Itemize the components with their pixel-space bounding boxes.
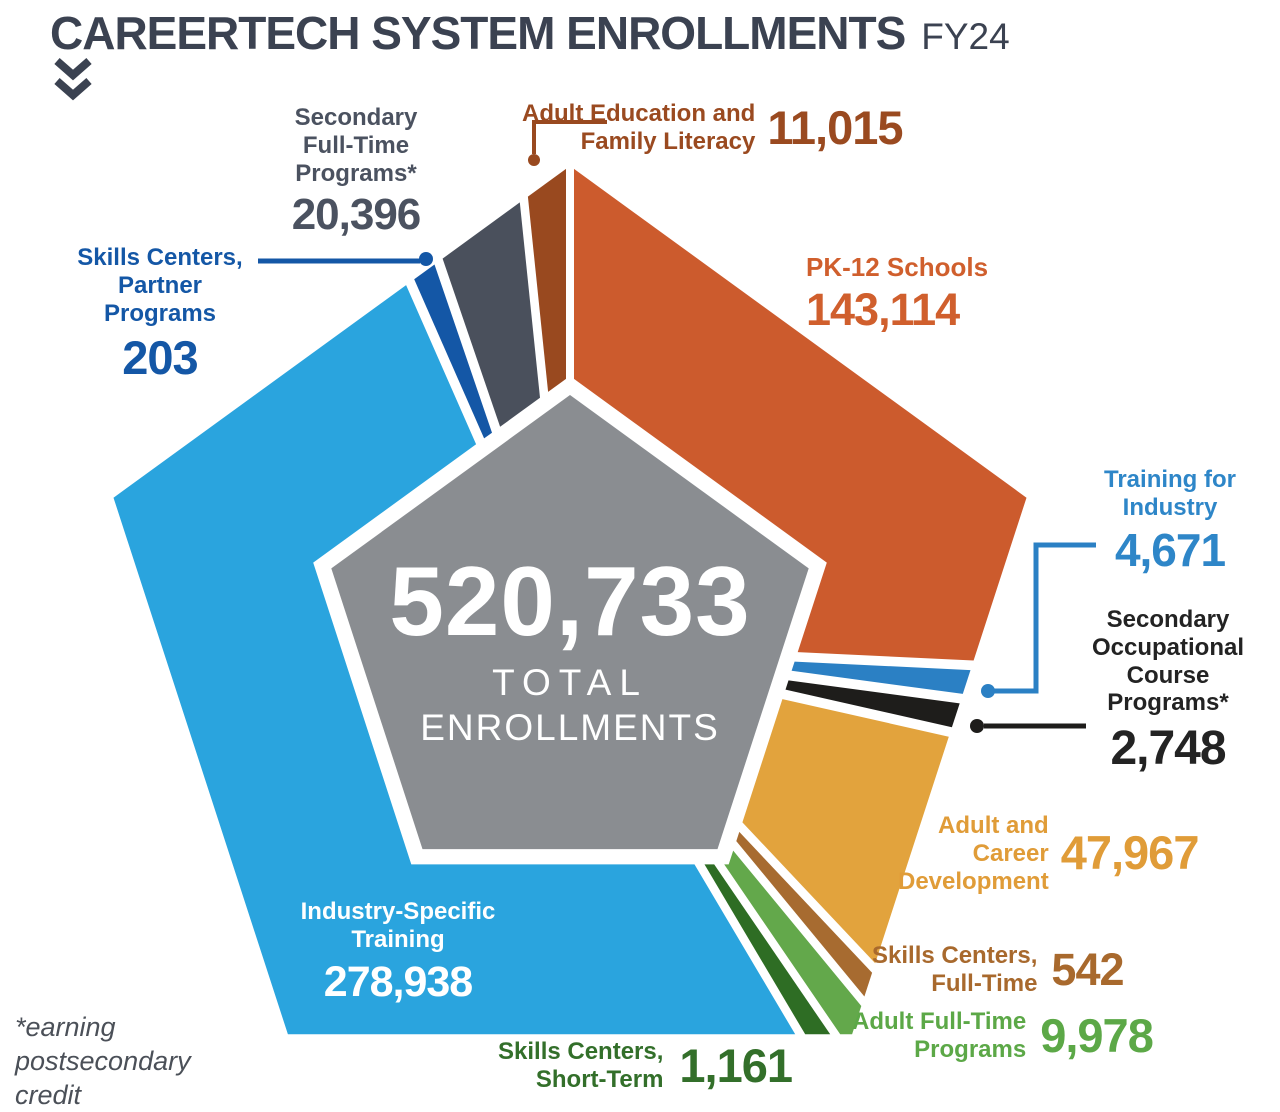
total-caption-line2: ENROLLMENTS (420, 707, 720, 748)
callout-label: Skills Centers, Partner Programs (77, 244, 243, 327)
callout-secondary-full-time-programs: Secondary Full-Time Programs* 20,396 (252, 104, 460, 241)
callout-label: Adult Full-Time Programs (852, 1008, 1027, 1063)
segment-scpp (414, 264, 492, 439)
total-enrollments-label: 520,733 TOTAL ENROLLMENTS (350, 552, 790, 749)
callout-training-for-industry: Training for Industry 4,671 (1055, 466, 1280, 577)
callout-label: Skills Centers, Full-Time (872, 942, 1038, 997)
total-value: 520,733 (389, 546, 751, 656)
segment-sftp (442, 202, 540, 427)
segment-acd (742, 699, 949, 964)
leader-line-aefl (532, 120, 607, 154)
leader-dot-scpp (419, 252, 433, 266)
segment-scst (704, 864, 831, 1035)
callout-value: 20,396 (291, 190, 422, 240)
callout-label: Industry-Specific Training (300, 898, 496, 953)
callout-value: 278,938 (323, 957, 473, 1006)
segment-aefl (527, 168, 566, 392)
footnote: *earning postsecondary credit (15, 1012, 191, 1111)
leader-dot-socp (970, 719, 984, 733)
callout-value: 143,114 (806, 284, 960, 336)
callout-value: 47,967 (1060, 826, 1200, 880)
callout-value: 2,748 (1110, 722, 1226, 776)
callout-label: Adult Education and Family Literacy (522, 100, 756, 155)
page-title: CAREERTECH SYSTEM ENROLLMENTS FY24 (50, 6, 1010, 60)
callout-value: 4,671 (1114, 523, 1226, 576)
title-year: FY24 (921, 16, 1010, 57)
callout-label: Skills Centers, Short-Term (498, 1038, 664, 1093)
callout-value: 203 (122, 331, 198, 385)
callout-pk12-schools: PK-12 Schools 143,114 (806, 252, 988, 336)
callout-value: 542 (1051, 943, 1124, 995)
callout-secondary-occupational-course-programs: Secondary Occupational Course Programs* … (1048, 606, 1280, 777)
segment-ist (113, 285, 796, 1035)
callout-value: 9,978 (1040, 1008, 1154, 1062)
callout-label: Adult and Career Development (898, 812, 1049, 895)
callout-adult-full-time-programs: Adult Full-Time Programs 9,978 (852, 1008, 1154, 1064)
callout-skills-centers-full-time: Skills Centers, Full-Time 542 (872, 942, 1125, 998)
callout-adult-education-family-literacy: Adult Education and Family Literacy 11,0… (522, 100, 904, 156)
callout-value: 11,015 (767, 100, 903, 154)
title-text: CAREERTECH SYSTEM ENROLLMENTS (50, 7, 906, 59)
segment-tfi (791, 661, 971, 694)
callout-label: PK-12 Schools (806, 252, 989, 282)
leader-dot-tfi (981, 684, 995, 698)
leader-line-tfi (994, 542, 1096, 694)
callout-industry-specific-training: Industry-Specific Training 278,938 (286, 898, 510, 1008)
callout-skills-centers-short-term: Skills Centers, Short-Term 1,161 (498, 1038, 793, 1094)
segment-aftp (724, 850, 862, 1035)
callout-value: 1,161 (679, 1038, 793, 1092)
callout-label: Secondary Occupational Course Programs* (1091, 606, 1245, 717)
total-caption-line1: TOTAL (492, 662, 648, 703)
callout-adult-and-career-development: Adult and Career Development 47,967 (898, 812, 1200, 895)
callout-label: Training for Industry (1104, 466, 1236, 521)
segment-pk12 (574, 168, 1027, 661)
segment-scft (736, 831, 873, 997)
callout-skills-centers-partner-programs: Skills Centers, Partner Programs 203 (56, 244, 264, 386)
segment-socp (785, 680, 960, 728)
double-chevron-down-icon[interactable] (50, 56, 96, 102)
callout-label: Secondary Full-Time Programs* (294, 104, 418, 187)
leader-dot-aefl (528, 154, 540, 166)
center-pentagon (331, 395, 809, 850)
